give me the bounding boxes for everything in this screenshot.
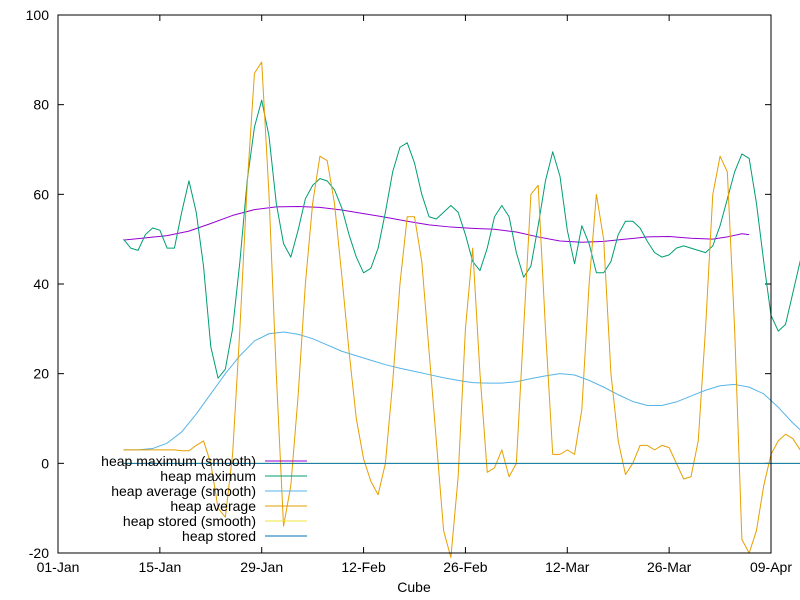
x-tick-label: 15-Jan: [138, 559, 181, 575]
y-tick-labels: -20 0 20 40 60 80 100: [26, 7, 50, 561]
series-line-4: [123, 61, 800, 558]
y-tick-label: 60: [33, 186, 49, 202]
x-tick-label: 01-Jan: [37, 559, 80, 575]
y-tick-label: 20: [33, 366, 49, 382]
x-tick-label: 26-Feb: [443, 559, 488, 575]
x-tick-label: 09-Apr: [750, 559, 792, 575]
legend-label: heap average: [170, 498, 256, 514]
y-tick-label: -20: [29, 545, 49, 561]
legend-label: heap stored (smooth): [123, 513, 256, 529]
series-line-1: [123, 205, 750, 243]
x-tick-labels: 01-Jan 15-Jan 29-Jan 12-Feb 26-Feb 12-Mar 26-M…: [37, 559, 793, 575]
y-tick-label: 0: [41, 455, 49, 471]
series-line-2: [123, 99, 800, 379]
x-tick-label: 12-Mar: [545, 559, 590, 575]
x-tick-label: 26-Mar: [647, 559, 692, 575]
series-lines: [123, 61, 800, 558]
legend-label: heap average (smooth): [111, 483, 256, 499]
y-tick-label: 80: [33, 97, 49, 113]
legend-label: heap maximum (smooth): [101, 453, 256, 469]
legend-label: heap stored: [182, 528, 256, 544]
x-tick-label: 29-Jan: [240, 559, 283, 575]
x-tick-label: 12-Feb: [341, 559, 386, 575]
plot-frame: [57, 14, 772, 554]
y-tick-label: 40: [33, 276, 49, 292]
x-axis-label: Cube: [397, 579, 431, 595]
y-tick-label: 100: [26, 7, 50, 23]
series-line-3: [123, 331, 800, 451]
legend-label: heap maximum: [160, 468, 256, 484]
